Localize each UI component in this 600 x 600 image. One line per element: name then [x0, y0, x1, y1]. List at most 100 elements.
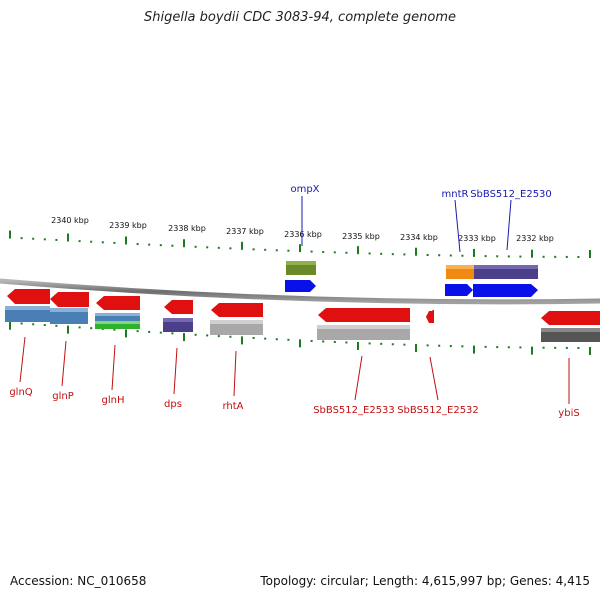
minor-tick [194, 333, 197, 336]
SbBS512_E2533-gene-arrow [318, 308, 410, 322]
minor-tick [519, 255, 522, 258]
glnH-cds [95, 313, 140, 321]
ompX-gene-arrow [285, 280, 316, 292]
label-SbBS512_E2530: SbBS512_E2530 [470, 189, 552, 200]
label-glnP: glnP [52, 391, 74, 402]
minor-tick [322, 250, 325, 253]
glnP-gene-arrow [50, 292, 89, 307]
minor-tick [171, 244, 174, 247]
minor-tick [252, 337, 255, 340]
minor-tick [484, 255, 487, 258]
minor-tick [194, 245, 197, 248]
minor-tick [449, 254, 452, 257]
minor-tick [554, 255, 557, 258]
mntR-gene-arrow [445, 284, 473, 296]
minor-tick [496, 255, 499, 258]
major-tick [473, 248, 475, 257]
minor-tick [287, 249, 290, 252]
kbp-label-2339: 2339 kbp [109, 221, 147, 230]
minor-tick [368, 252, 371, 255]
minor-tick [217, 246, 220, 249]
minor-tick [101, 241, 104, 244]
kbp-label-2334: 2334 kbp [400, 233, 438, 242]
minor-tick [78, 326, 81, 329]
major-tick [299, 339, 301, 348]
minor-tick [577, 346, 580, 349]
minor-tick [90, 327, 93, 330]
scale-ticks-bottom [9, 321, 591, 355]
minor-tick [507, 346, 510, 349]
minor-tick [542, 346, 545, 349]
major-tick [415, 247, 417, 256]
scale-labels: 2340 kbp 2339 kbp 2338 kbp 2337 kbp 2336… [51, 216, 554, 243]
label-glnH: glnH [102, 395, 125, 406]
label-ompX: ompX [290, 184, 319, 195]
glnH-cds-2 [95, 321, 140, 329]
minor-tick [217, 335, 220, 338]
minor-tick [577, 255, 580, 258]
ybiS-gene-arrow [541, 311, 600, 325]
minor-tick [542, 255, 545, 258]
SbBS512_E2530-gene-arrow [473, 284, 538, 297]
minor-tick [171, 332, 174, 335]
major-tick [531, 249, 533, 258]
dps-gene-arrow [164, 300, 193, 314]
major-tick [241, 336, 243, 345]
minor-tick [20, 237, 23, 240]
label-glnQ: glnQ [9, 387, 32, 398]
minor-tick [275, 338, 278, 341]
label-rhtA: rhtA [222, 401, 243, 412]
minor-tick [148, 330, 151, 333]
minor-tick [519, 346, 522, 349]
minor-tick [426, 253, 429, 256]
major-tick [125, 236, 127, 245]
minor-tick [113, 241, 116, 244]
major-tick [357, 341, 359, 350]
minor-tick [438, 344, 441, 347]
minor-tick [136, 330, 139, 333]
kbp-label-2336: 2336 kbp [284, 230, 322, 239]
major-tick [357, 246, 359, 255]
kbp-label-2333: 2333 kbp [458, 234, 496, 243]
minor-tick [32, 323, 35, 326]
label-SbBS512_E2533: SbBS512_E2533 [313, 405, 395, 416]
reverse-labels: glnQ glnP glnH dps rhtA SbBS512_E2533 Sb… [9, 387, 579, 419]
minor-tick [310, 250, 313, 253]
minor-tick [159, 331, 162, 334]
minor-tick [275, 249, 278, 252]
minor-tick [345, 251, 348, 254]
minor-tick [148, 243, 151, 246]
minor-tick [287, 338, 290, 341]
major-tick [299, 244, 301, 253]
minor-tick [43, 238, 46, 241]
minor-tick [507, 255, 510, 258]
major-tick [589, 346, 591, 355]
minor-tick [380, 342, 383, 345]
minor-tick [565, 255, 568, 258]
forward-features [285, 261, 538, 297]
kbp-label-2338: 2338 kbp [168, 224, 206, 233]
minor-tick [113, 328, 116, 331]
minor-tick [391, 343, 394, 346]
minor-tick [403, 343, 406, 346]
minor-tick [333, 340, 336, 343]
minor-tick [461, 345, 464, 348]
minor-tick [322, 340, 325, 343]
minor-tick [264, 248, 267, 251]
major-tick [183, 333, 185, 342]
minor-tick [229, 335, 232, 338]
label-dps: dps [164, 399, 182, 410]
major-tick [183, 239, 185, 248]
minor-tick [333, 251, 336, 254]
major-tick [531, 346, 533, 355]
major-tick [473, 345, 475, 354]
minor-tick [310, 339, 313, 342]
major-tick [67, 233, 69, 242]
topology-text: Topology: circular; Length: 4,615,997 bp… [260, 574, 590, 588]
minor-tick [55, 238, 58, 241]
glnQ-gene-arrow [7, 289, 50, 304]
forward-labels: ompX mntR SbBS512_E2530 [290, 184, 551, 200]
accession-text: Accession: NC_010658 [10, 574, 147, 588]
minor-tick [461, 254, 464, 257]
